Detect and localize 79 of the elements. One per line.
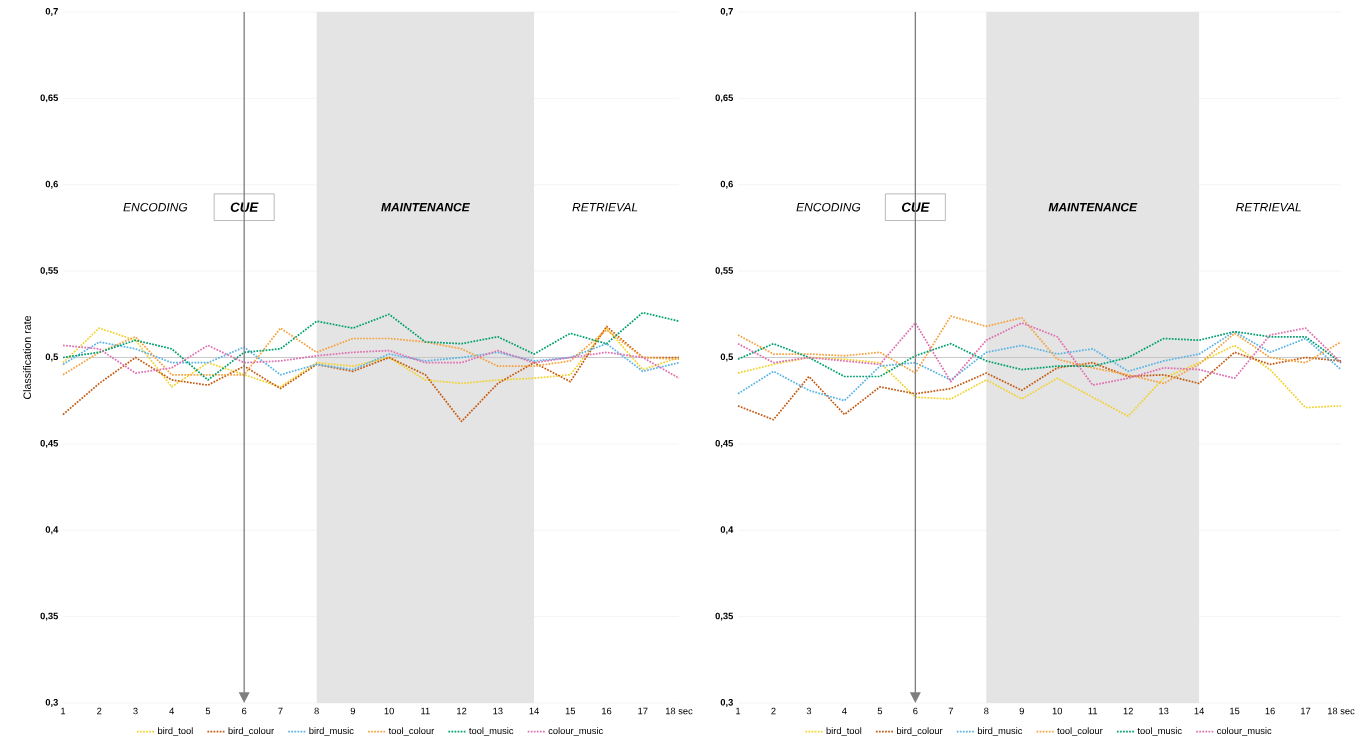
y-tick-label: 0,5 (720, 353, 734, 362)
y-tick-label: 0,7 (45, 8, 58, 16)
x-tick-label: 8 (984, 707, 989, 715)
y-tick-label: 0,7 (720, 8, 733, 16)
x-tick-label: 15 (1230, 707, 1240, 715)
y-tick-label: 0,4 (720, 526, 734, 535)
x-tick-label: 5 (205, 707, 211, 715)
x-tick-label: 16 (1265, 707, 1275, 715)
x-tick-label: 9 (1019, 707, 1024, 715)
x-tick-label: 15 (565, 707, 576, 715)
y-tick-label: 0,45 (715, 439, 734, 448)
x-tick-label: 13 (1159, 707, 1169, 715)
x-tick-label: 8 (314, 707, 319, 715)
x-tick-label: 10 (384, 707, 394, 715)
ref-line-label: CUE (901, 202, 930, 212)
y-tick-label: 0,65 (715, 94, 734, 103)
x-tick-label: 17 (1301, 707, 1311, 715)
x-tick-label: 1 (736, 707, 741, 715)
x-tick-label: 10 (1052, 707, 1063, 715)
x-tick-label: 12 (457, 707, 467, 715)
x-tick-label: 4 (842, 707, 847, 715)
ref-line-label: CUE (230, 202, 259, 212)
y-tick-label: 0,6 (45, 180, 58, 189)
y-tick-label: 0,35 (715, 612, 734, 621)
legend-label: bird_tool (826, 727, 862, 736)
x-tick-label: 14 (529, 707, 539, 715)
annotation: RETRIEVAL (1236, 203, 1301, 212)
x-tick-label: 11 (1088, 707, 1098, 715)
x-tick-label: 3 (806, 707, 812, 715)
legend-label: colour_music (1217, 727, 1272, 736)
x-tick-label: 6 (242, 707, 247, 715)
x-tick-label: 2 (97, 707, 102, 715)
legend-label: tool_colour (388, 727, 435, 736)
x-tick-label: 9 (350, 707, 356, 715)
x-tick-label: 4 (169, 707, 175, 715)
line-series (737, 330, 1342, 378)
legend-label: colour_music (548, 727, 603, 736)
y-tick-label: 0,3 (720, 699, 733, 707)
y-tick-label: 0,6 (720, 180, 733, 189)
legend-label: bird_colour (228, 727, 274, 736)
legend-label: tool_colour (1057, 727, 1103, 736)
y-tick-label: 0,65 (40, 94, 59, 103)
legend-label: bird_tool (158, 727, 193, 736)
y-tick-label: 0,5 (45, 353, 59, 362)
x-tick-label: 17 (638, 707, 648, 715)
x-tick-label: 3 (133, 707, 138, 715)
x-tick-label: 13 (493, 707, 503, 715)
x-tick-label: 18 sec (665, 707, 693, 715)
y-axis-title: Classification rate (23, 315, 31, 400)
y-tick-label: 0,55 (40, 267, 59, 276)
y-tick-label: 0,35 (40, 612, 59, 621)
band-label: MAINTENANCE (1048, 202, 1138, 212)
annotation: ENCODING (123, 202, 188, 212)
line-series (62, 325, 680, 423)
y-tick-label: 0,45 (40, 439, 59, 448)
legend-label: bird_music (309, 727, 354, 736)
y-tick-label: 0,4 (45, 526, 59, 535)
x-tick-label: 2 (771, 707, 776, 715)
annotation: RETRIEVAL (572, 203, 638, 212)
x-tick-label: 5 (877, 707, 883, 715)
annotation: ENCODING (796, 202, 861, 212)
band-label: MAINTENANCE (381, 202, 470, 212)
x-tick-label: 6 (913, 707, 918, 715)
legend-label: tool_music (469, 727, 514, 736)
legend-label: bird_music (977, 727, 1023, 736)
x-tick-label: 18 sec (1327, 707, 1355, 715)
x-tick-label: 12 (1123, 707, 1133, 715)
line-series (737, 330, 1342, 402)
legend-label: bird_colour (897, 727, 943, 736)
x-tick-label: 7 (948, 707, 953, 715)
legend-label: tool_music (1137, 727, 1182, 736)
x-tick-label: 14 (1194, 707, 1205, 715)
x-tick-label: 7 (278, 707, 283, 715)
x-tick-label: 11 (421, 707, 430, 715)
y-tick-label: 0,3 (45, 699, 58, 707)
x-tick-label: 1 (61, 707, 66, 715)
line-series (62, 311, 680, 381)
y-tick-label: 0,55 (715, 267, 734, 276)
x-tick-label: 16 (602, 707, 612, 715)
